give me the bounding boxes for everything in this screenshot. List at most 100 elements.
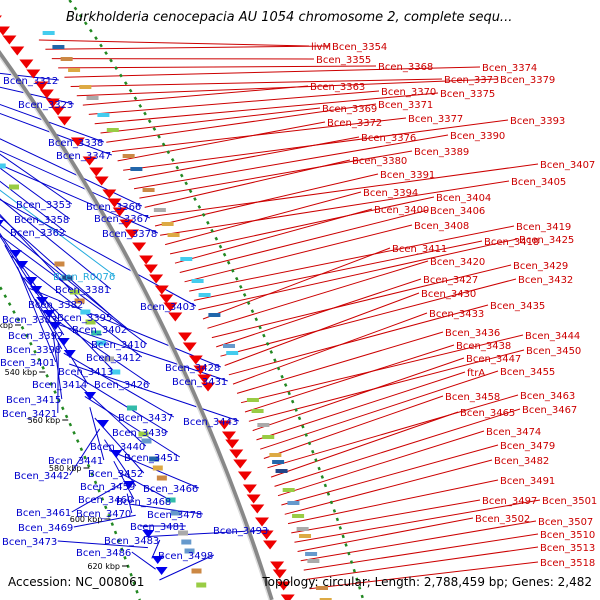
right-gene-label: Bcen_3444 xyxy=(525,331,580,342)
gene-arrow xyxy=(143,264,158,274)
right-leader-line xyxy=(263,395,444,459)
gene-arrow xyxy=(19,59,34,69)
right-leader-line xyxy=(256,371,466,441)
gene-arrow xyxy=(30,286,43,294)
gene-arrow xyxy=(49,322,62,330)
left-leader-line xyxy=(118,471,173,502)
gene-arrow xyxy=(182,342,197,352)
right-gene-label: Bcen_3518 xyxy=(540,558,595,569)
right-leader-line xyxy=(220,278,517,357)
feature-block xyxy=(97,113,110,117)
feature-block xyxy=(161,222,174,226)
left-gene-label: Bcen_3323 xyxy=(18,100,73,111)
gene-arrow xyxy=(233,459,248,469)
feature-block xyxy=(8,184,19,190)
right-leader-line xyxy=(70,78,443,87)
tick-label: 520 kbp xyxy=(0,321,13,330)
right-gene-label: Bcen_3374 xyxy=(482,63,537,74)
right-leader-line xyxy=(154,173,379,227)
right-gene-label: Bcen_3406 xyxy=(430,206,485,217)
right-leader-line xyxy=(291,499,481,534)
feature-block xyxy=(122,154,135,158)
feature-block xyxy=(54,261,65,267)
gene-arrow xyxy=(57,116,72,126)
left-gene-label: Bcen_3347 xyxy=(56,151,111,162)
right-gene-label: Bcen_3379 xyxy=(500,75,555,86)
right-gene-label: Bcen_3389 xyxy=(414,147,469,158)
left-leader-line xyxy=(52,331,63,400)
left-gene-label: Bcen_3437 xyxy=(118,413,173,424)
gene-arrow xyxy=(102,189,117,199)
right-gene-label: Bcen_3393 xyxy=(510,116,565,127)
gene-arrow xyxy=(119,219,134,229)
gene-arrow xyxy=(84,392,97,400)
feature-block xyxy=(165,497,176,503)
right-leader-line xyxy=(164,191,362,246)
tick-label: 580 kbp xyxy=(49,464,82,473)
gene-arrow xyxy=(123,481,136,489)
left-gene-label: Bcen_3459 xyxy=(80,482,135,493)
right-leader-line xyxy=(100,107,321,134)
gene-arrow xyxy=(9,250,22,258)
gene-arrow xyxy=(45,98,60,108)
feature-block xyxy=(226,351,239,355)
gene-arrow xyxy=(132,242,147,252)
tick-label: 560 kbp xyxy=(28,416,61,425)
feature-block xyxy=(184,548,195,554)
backbone-highlight xyxy=(0,56,270,600)
left-gene-label: Bcen_3395 xyxy=(57,313,112,324)
feature-block xyxy=(79,85,92,89)
right-leader-line xyxy=(117,121,326,162)
gene-arrow xyxy=(276,581,291,591)
dotted-guide-arc xyxy=(0,284,141,600)
right-leader-line xyxy=(149,163,539,218)
gene-arrow xyxy=(155,567,168,575)
left-leader-line xyxy=(0,189,116,277)
right-gene-label: Bcen_3474 xyxy=(486,427,541,438)
gene-arrow xyxy=(107,198,122,208)
gene-arrow xyxy=(63,350,76,358)
left-gene-label: Bcen_3486 xyxy=(76,548,131,559)
gene-arrow xyxy=(70,137,85,147)
feature-block xyxy=(106,128,119,132)
left-leader-line xyxy=(73,514,136,528)
gene-arrow xyxy=(0,26,10,36)
right-leader-line xyxy=(174,208,373,264)
gene-arrow xyxy=(270,561,285,571)
left-gene-label: Bcen_3469 xyxy=(18,523,73,534)
left-gene-label: Bcen_3414 xyxy=(32,380,87,391)
gene-arrow xyxy=(193,365,208,375)
left-leader-line xyxy=(10,255,143,358)
feature-block xyxy=(110,369,121,375)
backbone-arc xyxy=(0,50,274,600)
right-gene-label: Bcen_3370 xyxy=(381,87,436,98)
right-leader-line xyxy=(294,499,541,543)
right-leader-line xyxy=(232,312,428,385)
feature-block xyxy=(142,188,155,192)
right-gene-label: Bcen_3463 xyxy=(520,391,575,402)
right-gene-label: Bcen_3407 xyxy=(540,160,595,171)
feature-block xyxy=(191,568,202,574)
feature-block xyxy=(156,475,167,481)
gene-arrow xyxy=(159,294,174,304)
right-leader-line xyxy=(267,394,519,469)
gene-arrow xyxy=(188,355,203,365)
feature-block xyxy=(138,431,149,437)
feature-block xyxy=(69,289,80,295)
gene-arrow xyxy=(217,420,232,430)
left-gene-label: Bcen_3403 xyxy=(140,302,195,313)
left-gene-label: Bcen_3428 xyxy=(165,363,220,374)
right-gene-label: Bcen_3369 xyxy=(322,104,377,115)
gene-arrow xyxy=(163,302,178,312)
gene-arrow xyxy=(221,431,236,441)
right-leader-line xyxy=(58,65,377,69)
right-gene-label: Bcen_3513 xyxy=(540,543,595,554)
left-gene-label: Bcen_3451 xyxy=(124,453,179,464)
right-leader-line xyxy=(184,224,413,283)
feature-block xyxy=(287,501,300,505)
left-gene-label: Bcen_3421 xyxy=(2,409,57,420)
tick-label: 600 kbp xyxy=(70,515,103,524)
right-leader-line xyxy=(284,459,493,515)
left-leader-line xyxy=(0,180,67,233)
